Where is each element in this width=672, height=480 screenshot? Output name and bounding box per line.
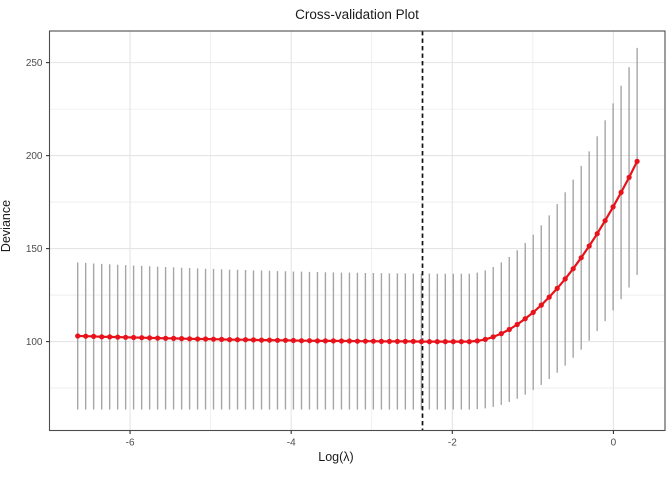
deviance-point bbox=[378, 338, 384, 344]
deviance-point bbox=[123, 334, 129, 340]
deviance-point bbox=[442, 339, 448, 345]
x-axis-title: Log(λ) bbox=[318, 450, 354, 464]
deviance-point bbox=[115, 334, 121, 340]
deviance-point bbox=[538, 302, 544, 308]
deviance-point bbox=[578, 255, 584, 261]
panel-border bbox=[48, 30, 666, 432]
deviance-point bbox=[155, 335, 161, 341]
deviance-point bbox=[394, 338, 400, 344]
deviance-point bbox=[482, 336, 488, 342]
x-tick-label: -6 bbox=[126, 438, 135, 449]
deviance-point bbox=[274, 337, 281, 343]
deviance-point bbox=[139, 335, 145, 341]
deviance-point bbox=[602, 218, 608, 224]
deviance-point bbox=[147, 335, 153, 341]
deviance-point bbox=[530, 309, 536, 315]
deviance-point bbox=[522, 316, 528, 322]
x-tick-label: -2 bbox=[448, 438, 457, 449]
deviance-point bbox=[514, 321, 520, 328]
deviance-point bbox=[83, 333, 89, 339]
deviance-point bbox=[410, 338, 416, 344]
deviance-point bbox=[91, 333, 97, 339]
deviance-point bbox=[610, 204, 616, 210]
deviance-point bbox=[306, 338, 313, 344]
y-tick-label: 250 bbox=[26, 58, 43, 69]
deviance-point bbox=[131, 334, 137, 341]
deviance-point bbox=[187, 336, 193, 342]
deviance-point bbox=[282, 337, 289, 343]
deviance-point bbox=[370, 338, 376, 344]
deviance-point bbox=[210, 336, 217, 342]
deviance-point bbox=[458, 339, 464, 345]
deviance-point bbox=[171, 335, 177, 341]
deviance-point bbox=[506, 326, 512, 333]
deviance-point bbox=[258, 337, 265, 343]
deviance-point bbox=[195, 336, 201, 342]
deviance-point bbox=[298, 338, 305, 344]
deviance-point bbox=[554, 285, 560, 291]
deviance-point bbox=[450, 339, 456, 345]
deviance-point bbox=[99, 334, 105, 340]
deviance-point bbox=[618, 189, 624, 195]
deviance-point bbox=[594, 231, 600, 237]
deviance-point bbox=[250, 337, 257, 343]
y-tick-label: 150 bbox=[26, 244, 43, 255]
deviance-point bbox=[107, 334, 113, 340]
deviance-point bbox=[474, 338, 480, 344]
deviance-point bbox=[219, 336, 225, 342]
deviance-point bbox=[402, 338, 408, 344]
deviance-point bbox=[426, 339, 432, 345]
deviance-point bbox=[346, 338, 352, 344]
deviance-point bbox=[242, 337, 249, 343]
x-tick-label: 0 bbox=[611, 438, 617, 449]
deviance-point bbox=[179, 336, 185, 342]
deviance-point bbox=[634, 158, 640, 164]
deviance-point bbox=[203, 336, 209, 342]
deviance-point bbox=[586, 243, 592, 249]
deviance-point bbox=[362, 338, 368, 344]
y-tick-label: 100 bbox=[26, 337, 43, 348]
deviance-point bbox=[234, 337, 241, 343]
deviance-point bbox=[386, 338, 392, 344]
deviance-point bbox=[338, 338, 345, 344]
deviance-point bbox=[330, 338, 336, 344]
chart-title: Cross-validation Plot bbox=[295, 7, 419, 22]
x-tick-label: -4 bbox=[287, 438, 296, 449]
deviance-point bbox=[314, 338, 321, 344]
deviance-point bbox=[466, 339, 472, 345]
deviance-point bbox=[490, 334, 496, 340]
deviance-point bbox=[75, 333, 81, 339]
deviance-point bbox=[322, 338, 328, 344]
deviance-point bbox=[434, 339, 440, 345]
y-axis-title: Deviance bbox=[0, 199, 13, 253]
deviance-point bbox=[570, 266, 576, 272]
deviance-point bbox=[290, 337, 296, 344]
deviance-point bbox=[266, 337, 273, 343]
deviance-point bbox=[546, 294, 552, 300]
deviance-point bbox=[354, 338, 360, 344]
deviance-point bbox=[163, 335, 169, 341]
deviance-point bbox=[418, 339, 424, 345]
y-tick-label: 200 bbox=[26, 151, 43, 162]
deviance-point bbox=[498, 331, 504, 337]
deviance-point bbox=[562, 276, 568, 282]
deviance-point bbox=[626, 174, 632, 180]
deviance-point bbox=[227, 337, 233, 343]
